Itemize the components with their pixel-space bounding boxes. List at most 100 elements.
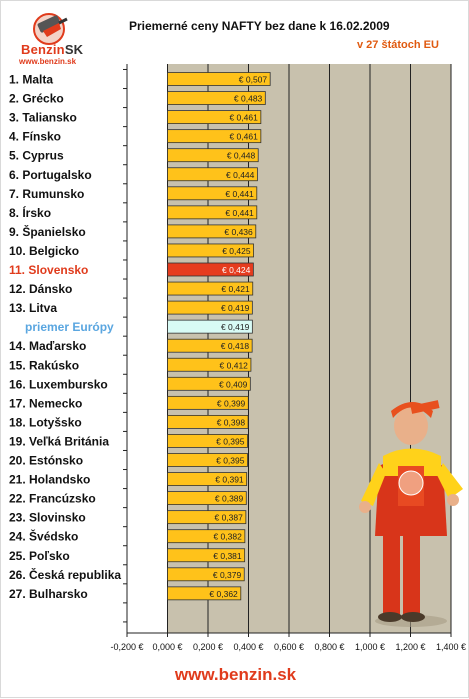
bar bbox=[167, 205, 258, 220]
category-label: 21. Holandsko bbox=[9, 473, 90, 487]
value-label: € 0,425 bbox=[222, 246, 251, 256]
logo-name: Benzin bbox=[21, 42, 65, 57]
category-label: 2. Grécko bbox=[9, 92, 64, 106]
x-tick-label: 0,000 € bbox=[152, 642, 182, 652]
value-label: € 0,444 bbox=[226, 170, 255, 180]
category-label: 8. Írsko bbox=[9, 205, 51, 220]
category-labels: 1. Malta 2. Grécko 3. Taliansko 4. Fínsko 5.… bbox=[9, 73, 121, 601]
x-tick-label: 0,400 € bbox=[233, 642, 263, 652]
bar bbox=[167, 186, 258, 201]
value-label: € 0,387 bbox=[214, 513, 243, 523]
value-label: € 0,448 bbox=[227, 151, 256, 161]
category-label: 9. Španielsko bbox=[9, 224, 86, 239]
category-label: 19. Veľká Británia bbox=[9, 434, 109, 448]
category-label: 22. Francúzsko bbox=[9, 492, 96, 506]
footer-url: www.benzin.sk bbox=[174, 665, 297, 684]
x-tick-label: -0,200 € bbox=[110, 642, 143, 652]
value-label: € 0,389 bbox=[215, 494, 244, 504]
bar bbox=[167, 281, 254, 296]
logo-url: www.benzin.sk bbox=[19, 57, 77, 66]
bar bbox=[167, 262, 254, 277]
category-label: 13. Litva bbox=[9, 301, 57, 315]
logo-wordmark: BenzinSK bbox=[21, 42, 83, 57]
category-label: 25. Poľsko bbox=[9, 549, 70, 563]
category-label: 7. Rumunsko bbox=[9, 187, 84, 201]
value-label: € 0,507 bbox=[239, 75, 268, 85]
bar bbox=[167, 167, 258, 182]
value-label: € 0,424 bbox=[222, 265, 251, 275]
value-label: € 0,398 bbox=[217, 417, 246, 427]
chart-title: Priemerné ceny NAFTY bez dane k 16.02.20… bbox=[129, 19, 390, 33]
bar bbox=[167, 224, 257, 239]
bar bbox=[167, 300, 253, 315]
category-label: 6. Portugalsko bbox=[9, 168, 92, 182]
value-label: € 0,362 bbox=[209, 589, 238, 599]
category-label: 14. Maďarsko bbox=[9, 339, 86, 353]
value-label: € 0,461 bbox=[229, 132, 258, 142]
x-tick-label: 0,200 € bbox=[193, 642, 223, 652]
category-label: 4. Fínsko bbox=[9, 130, 61, 144]
category-label: 12. Dánsko bbox=[9, 282, 72, 296]
bar bbox=[167, 376, 251, 391]
bar bbox=[167, 472, 248, 486]
category-label: 26. Česká republika bbox=[9, 567, 121, 582]
bar bbox=[167, 529, 246, 544]
x-tick-label: 0,600 € bbox=[274, 642, 304, 652]
bar bbox=[167, 338, 253, 353]
bar bbox=[167, 453, 248, 467]
bar bbox=[167, 548, 246, 563]
bars bbox=[167, 72, 271, 601]
category-label: 15. Rakúsko bbox=[9, 358, 79, 372]
value-label: € 0,436 bbox=[224, 227, 253, 237]
bar bbox=[167, 510, 247, 525]
bar bbox=[167, 586, 242, 601]
category-label: 17. Nemecko bbox=[9, 396, 82, 410]
value-label: € 0,381 bbox=[213, 551, 242, 561]
bar bbox=[167, 319, 253, 334]
bar bbox=[167, 72, 271, 86]
category-label: 24. Švédsko bbox=[9, 529, 78, 544]
value-label: € 0,379 bbox=[213, 570, 242, 580]
value-label: € 0,483 bbox=[234, 94, 263, 104]
bar bbox=[167, 567, 245, 582]
x-tick-label: 0,800 € bbox=[314, 642, 344, 652]
x-tick-label: 1,000 € bbox=[355, 642, 385, 652]
value-label: € 0,391 bbox=[215, 475, 244, 485]
value-labels: € 0,507 € 0,483 € 0,461 € 0,461 € 0,448 € 0,4… bbox=[209, 75, 267, 599]
value-label: € 0,409 bbox=[219, 379, 248, 389]
value-label: € 0,395 bbox=[216, 436, 245, 446]
bar bbox=[167, 129, 262, 144]
value-label: € 0,441 bbox=[225, 189, 254, 199]
value-label: € 0,399 bbox=[217, 398, 246, 408]
bar bbox=[167, 357, 252, 372]
value-label: € 0,419 bbox=[221, 322, 250, 332]
category-label: 3. Taliansko bbox=[9, 111, 77, 125]
fuel-nozzle-icon bbox=[33, 13, 68, 45]
value-label: € 0,461 bbox=[229, 113, 258, 123]
x-tick-label: 1,400 € bbox=[436, 642, 466, 652]
value-label: € 0,382 bbox=[213, 532, 242, 542]
value-label: € 0,395 bbox=[216, 456, 245, 466]
value-label: € 0,421 bbox=[221, 284, 250, 294]
category-label: 20. Estónsko bbox=[9, 454, 83, 468]
bar bbox=[167, 243, 254, 258]
bar bbox=[167, 110, 262, 124]
category-label: 23. Slovinsko bbox=[9, 511, 86, 525]
plot-negative-region bbox=[127, 64, 168, 633]
value-label: € 0,418 bbox=[221, 341, 250, 351]
category-label: 5. Cyprus bbox=[9, 149, 64, 163]
bar bbox=[167, 395, 249, 410]
category-label: 10. Belgicko bbox=[9, 244, 79, 258]
bar bbox=[167, 148, 259, 163]
value-label: € 0,419 bbox=[221, 303, 250, 313]
chart-subtitle: v 27 štátoch EU bbox=[357, 39, 439, 51]
benzin-logo bbox=[15, 9, 95, 69]
value-label: € 0,441 bbox=[225, 208, 254, 218]
category-label: priemer Európy bbox=[25, 320, 114, 334]
bar bbox=[167, 91, 266, 105]
mascot-figure bbox=[359, 400, 463, 627]
category-label: 27. Bulharsko bbox=[9, 587, 88, 601]
x-axis: -0,200 € 0,000 € 0,200 € 0,400 € 0,600 € 0,80… bbox=[110, 633, 466, 652]
